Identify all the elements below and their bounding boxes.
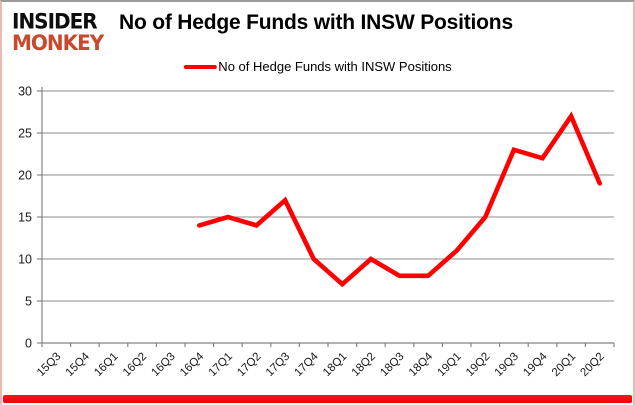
y-tick-label: 30 — [18, 85, 32, 99]
x-tick-label: 16Q3 — [149, 351, 177, 379]
legend-label: No of Hedge Funds with INSW Positions — [218, 59, 452, 74]
legend-line-swatch — [183, 64, 217, 69]
x-tick-label: 20Q2 — [578, 351, 606, 379]
chart-title: No of Hedge Funds with INSW Positions — [119, 11, 513, 34]
x-tick-label: 18Q3 — [378, 351, 406, 379]
logo-line1: INSIDER — [12, 7, 98, 34]
x-tick-label: 19Q2 — [464, 351, 492, 379]
legend: No of Hedge Funds with INSW Positions — [183, 59, 452, 74]
x-tick-label: 17Q3 — [264, 351, 292, 379]
bottom-red-bar — [3, 395, 632, 403]
chart-plot-area: 0 5 10 15 20 25 30 15Q3 15Q4 16Q1 16Q2 16Q3 16Q4 17Q1… — [2, 82, 633, 397]
x-tick-label: 17Q2 — [235, 351, 263, 379]
x-tick-label: 20Q1 — [550, 351, 578, 379]
logo-line2: MONKEY — [12, 29, 104, 56]
y-tick-label: 20 — [18, 169, 32, 183]
y-tick-label: 10 — [18, 253, 32, 267]
x-tick-label: 16Q4 — [178, 350, 207, 379]
x-tick-label: 16Q2 — [121, 351, 149, 379]
x-tick-label: 18Q2 — [350, 351, 378, 379]
series-line — [197, 111, 603, 288]
x-tick-label: 19Q1 — [435, 351, 463, 379]
x-tick-label: 19Q3 — [493, 351, 521, 379]
hedge-funds-line-chart: 0 5 10 15 20 25 30 15Q3 15Q4 16Q1 16Q2 16Q3 16Q4 17Q1… — [18, 85, 615, 379]
x-tick-label: 18Q4 — [407, 350, 436, 379]
y-tick-label: 0 — [25, 337, 32, 351]
x-tick-label: 15Q3 — [35, 351, 63, 379]
x-tick-label: 17Q4 — [292, 350, 321, 379]
x-tick-label: 18Q1 — [321, 351, 349, 379]
y-tick-label: 25 — [18, 127, 32, 141]
y-tick-label: 15 — [18, 211, 32, 225]
y-tick-label: 5 — [25, 295, 32, 309]
insider-monkey-logo: INSIDER MONKEY — [12, 7, 104, 56]
x-tick-label: 15Q4 — [64, 350, 93, 379]
x-tick-label: 16Q1 — [92, 351, 120, 379]
x-tick-label: 19Q4 — [521, 350, 550, 379]
x-tick-label: 17Q1 — [207, 351, 235, 379]
